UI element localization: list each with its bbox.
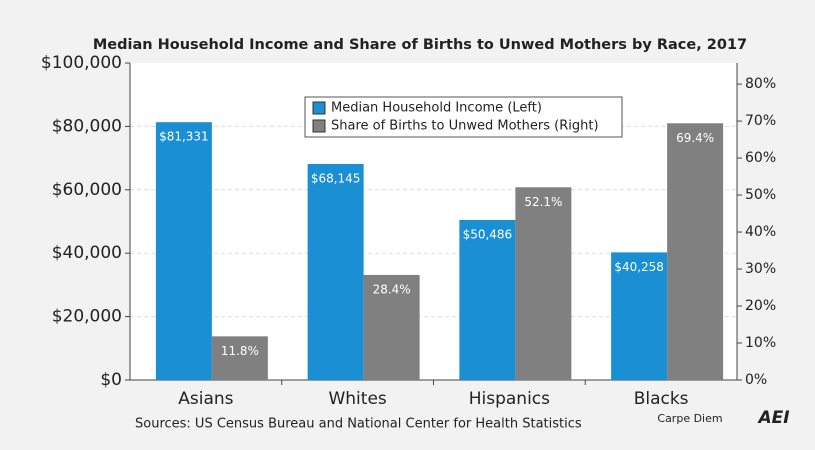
bar [515, 187, 572, 380]
data-label: $81,331 [159, 130, 209, 144]
data-label: 52.1% [524, 195, 562, 209]
y-tick-label: $60,000 [52, 180, 122, 200]
y2-tick-label: 20% [745, 298, 776, 314]
bar [667, 123, 724, 381]
data-label: $68,145 [311, 171, 361, 185]
bar [155, 122, 212, 381]
y-tick-label: $20,000 [52, 307, 122, 327]
legend-label: Share of Births to Unwed Mothers (Right) [331, 119, 599, 134]
y-tick-label: $100,000 [41, 53, 122, 73]
data-label: 11.8% [221, 344, 259, 358]
y2-tick-label: 40% [745, 224, 776, 240]
y2-tick-label: 50% [745, 187, 776, 203]
y-tick-label: $40,000 [52, 243, 122, 263]
data-label: 69.4% [676, 131, 714, 145]
data-label: 28.4% [373, 282, 411, 296]
y2-tick-label: 70% [745, 113, 776, 129]
legend-swatch [312, 119, 326, 133]
x-tick-label: Hispanics [469, 389, 550, 409]
bar [307, 163, 364, 380]
bar [459, 219, 516, 380]
y2-tick-label: 0% [745, 372, 767, 388]
bar [211, 336, 268, 380]
y2-tick-label: 60% [745, 150, 776, 166]
data-label: $50,486 [463, 227, 513, 241]
chart-title: Median Household Income and Share of Bir… [93, 37, 747, 53]
legend-swatch [312, 101, 326, 115]
legend-box [304, 96, 623, 138]
data-label: $40,258 [614, 260, 664, 274]
x-tick-label: Asians [178, 389, 233, 409]
y2-tick-label: 80% [745, 76, 776, 92]
bar [611, 252, 668, 380]
x-tick-label: Whites [328, 389, 386, 409]
x-tick-label: Blacks [634, 389, 689, 409]
legend-label: Median Household Income (Left) [331, 101, 542, 116]
logo: AEI [756, 408, 789, 428]
branding: Carpe Diem [657, 412, 722, 425]
y-tick-label: $0 [100, 370, 122, 390]
y2-tick-label: 10% [745, 335, 776, 351]
y-tick-label: $80,000 [52, 116, 122, 136]
bar [363, 274, 420, 380]
source-note: Sources: US Census Bureau and National C… [135, 417, 582, 432]
y2-tick-label: 30% [745, 261, 776, 277]
